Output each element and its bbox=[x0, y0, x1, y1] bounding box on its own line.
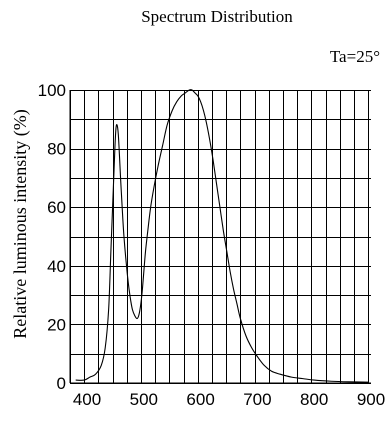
y-tick-label: 80 bbox=[47, 140, 66, 159]
x-tick-label: 500 bbox=[130, 390, 158, 409]
y-tick-label: 0 bbox=[57, 374, 66, 393]
spectrum-curve-0 bbox=[75, 89, 369, 383]
y-tick-label: 40 bbox=[47, 257, 66, 276]
x-tick-label: 400 bbox=[73, 390, 101, 409]
x-tick-label: 700 bbox=[243, 390, 271, 409]
y-tick-label: 60 bbox=[47, 198, 66, 217]
y-tick-label: 20 bbox=[47, 315, 66, 334]
y-tick-label: 100 bbox=[38, 81, 66, 100]
x-tick-label: 900 bbox=[357, 390, 385, 409]
series-group bbox=[75, 89, 369, 383]
x-tick-label: 800 bbox=[300, 390, 328, 409]
y-tick-labels: 0 20 40 60 80 100 bbox=[38, 81, 66, 393]
temperature-annotation: Ta=25° bbox=[330, 47, 380, 66]
x-tick-label: 600 bbox=[186, 390, 214, 409]
y-axis-label: Relative luminous intensity (%) bbox=[10, 109, 31, 338]
x-tick-labels: 400 500 600 700 800 900 bbox=[73, 390, 385, 409]
axes bbox=[69, 90, 371, 384]
chart-title: Spectrum Distribution bbox=[141, 7, 293, 26]
